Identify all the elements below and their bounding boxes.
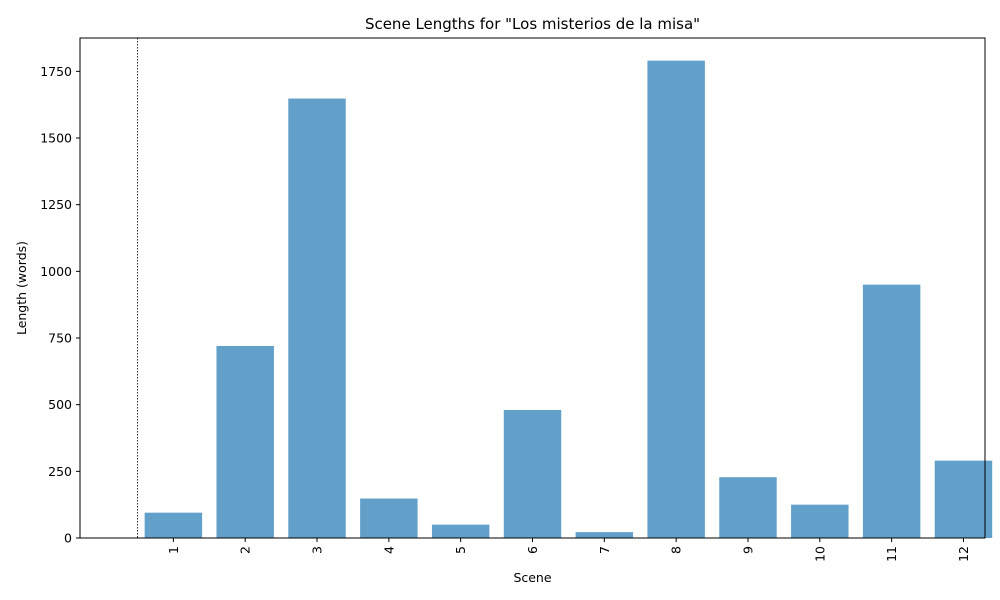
x-tick-label: 10 — [812, 546, 827, 562]
bar-scene-5 — [431, 524, 490, 538]
x-tick-label: 2 — [238, 546, 253, 554]
x-tick-label: 8 — [669, 546, 684, 554]
y-tick-label: 1000 — [40, 264, 72, 279]
x-tick-label: 11 — [884, 546, 899, 562]
y-tick-label: 250 — [48, 464, 72, 479]
bar-scene-12 — [934, 460, 993, 538]
y-axis: 0 250 500 750 1000 1250 1500 1750 — [40, 64, 80, 546]
x-axis-label: Scene — [513, 570, 551, 585]
x-tick-label: 6 — [525, 546, 540, 554]
bar-scene-3 — [288, 98, 346, 539]
bar-scene-11 — [862, 284, 921, 538]
x-tick-label: 1 — [166, 546, 181, 554]
bar-scene-10 — [791, 504, 849, 538]
x-tick-label: 5 — [453, 546, 468, 554]
bar-scene-1 — [144, 512, 203, 538]
x-tick-label: 4 — [381, 546, 396, 554]
y-tick-label: 0 — [64, 531, 72, 546]
chart-title: Scene Lengths for "Los misterios de la m… — [365, 15, 700, 33]
x-tick-label: 12 — [956, 546, 971, 562]
bars-group — [144, 60, 993, 539]
y-axis-label: Length (words) — [14, 241, 29, 335]
bar-scene-7 — [575, 532, 634, 538]
y-tick-label: 1750 — [40, 64, 72, 79]
y-tick-label: 1250 — [40, 197, 72, 212]
x-tick-label: 3 — [310, 546, 325, 554]
y-tick-label: 1500 — [40, 131, 72, 146]
y-tick-label: 750 — [48, 331, 72, 346]
x-tick-label: 7 — [597, 546, 612, 554]
bar-scene-4 — [360, 498, 418, 538]
bar-scene-6 — [503, 410, 562, 538]
x-tick-label: 9 — [740, 546, 755, 554]
y-tick-label: 500 — [48, 397, 72, 412]
bar-scene-8 — [647, 60, 705, 539]
x-axis: 1 2 3 4 5 6 7 8 9 10 11 12 — [166, 538, 971, 562]
bar-scene-9 — [719, 477, 777, 538]
bar-scene-2 — [216, 346, 274, 538]
